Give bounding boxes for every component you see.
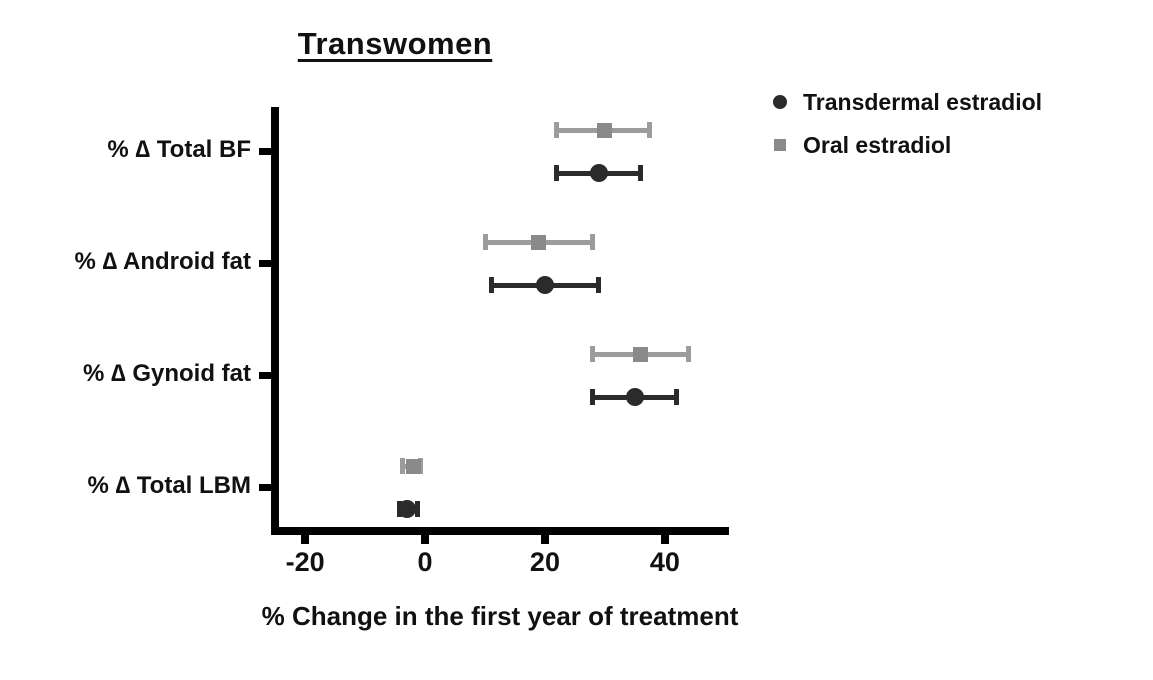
error-bar-cap	[596, 277, 602, 293]
y-tick	[259, 148, 271, 155]
error-bar-cap	[414, 501, 420, 517]
legend: Transdermal estradiol Oral estradiol	[773, 88, 1042, 159]
legend-label: Oral estradiol	[803, 131, 952, 158]
legend-item-transdermal: Transdermal estradiol	[773, 88, 1042, 116]
data-marker-circle	[398, 500, 417, 518]
category-label: % ∆ Gynoid fat	[82, 360, 251, 387]
data-marker-circle	[625, 388, 644, 406]
x-tick	[540, 535, 549, 544]
error-bar-cap	[554, 165, 560, 181]
data-marker-square	[531, 234, 547, 250]
error-bar-cap	[674, 389, 680, 405]
data-marker-square	[405, 458, 421, 474]
y-axis-line	[271, 107, 279, 535]
data-marker-circle	[589, 164, 608, 182]
error-bar-cap	[647, 122, 653, 138]
error-bar-cap	[686, 346, 692, 362]
y-tick	[259, 484, 271, 491]
category-label: % ∆ Total LBM	[87, 472, 251, 499]
chart-title: Transwomen	[297, 26, 493, 61]
circle-marker-icon	[773, 95, 787, 109]
error-bar-cap	[590, 234, 596, 250]
data-marker-circle	[535, 276, 554, 294]
error-bar-cap	[482, 234, 488, 250]
error-bar-cap	[638, 165, 644, 181]
error-bar-cap	[418, 458, 424, 474]
x-tick	[301, 535, 310, 544]
error-bar-cap	[554, 122, 560, 138]
y-tick	[259, 260, 271, 267]
error-bar-cap	[590, 346, 596, 362]
category-label: % ∆ Total BF	[107, 136, 251, 163]
legend-item-oral: Oral estradiol	[773, 131, 1042, 159]
x-tick-label: 0	[417, 547, 433, 577]
x-axis-label: % Change in the first year of treatment	[261, 601, 739, 631]
error-bar-cap	[400, 458, 406, 474]
x-tick	[660, 535, 669, 544]
x-tick	[421, 535, 430, 544]
data-marker-square	[633, 346, 649, 362]
square-marker-icon	[774, 139, 786, 151]
error-bar-cap	[590, 389, 596, 405]
x-axis-line	[271, 527, 729, 535]
x-tick-label: 40	[649, 547, 680, 577]
y-tick	[259, 372, 271, 379]
error-bar-cap	[488, 277, 494, 293]
x-tick-label: 20	[529, 547, 560, 577]
category-label: % ∆ Android fat	[74, 248, 251, 275]
x-tick-label: -20	[285, 547, 325, 577]
data-marker-square	[597, 122, 613, 138]
legend-label: Transdermal estradiol	[803, 88, 1043, 115]
